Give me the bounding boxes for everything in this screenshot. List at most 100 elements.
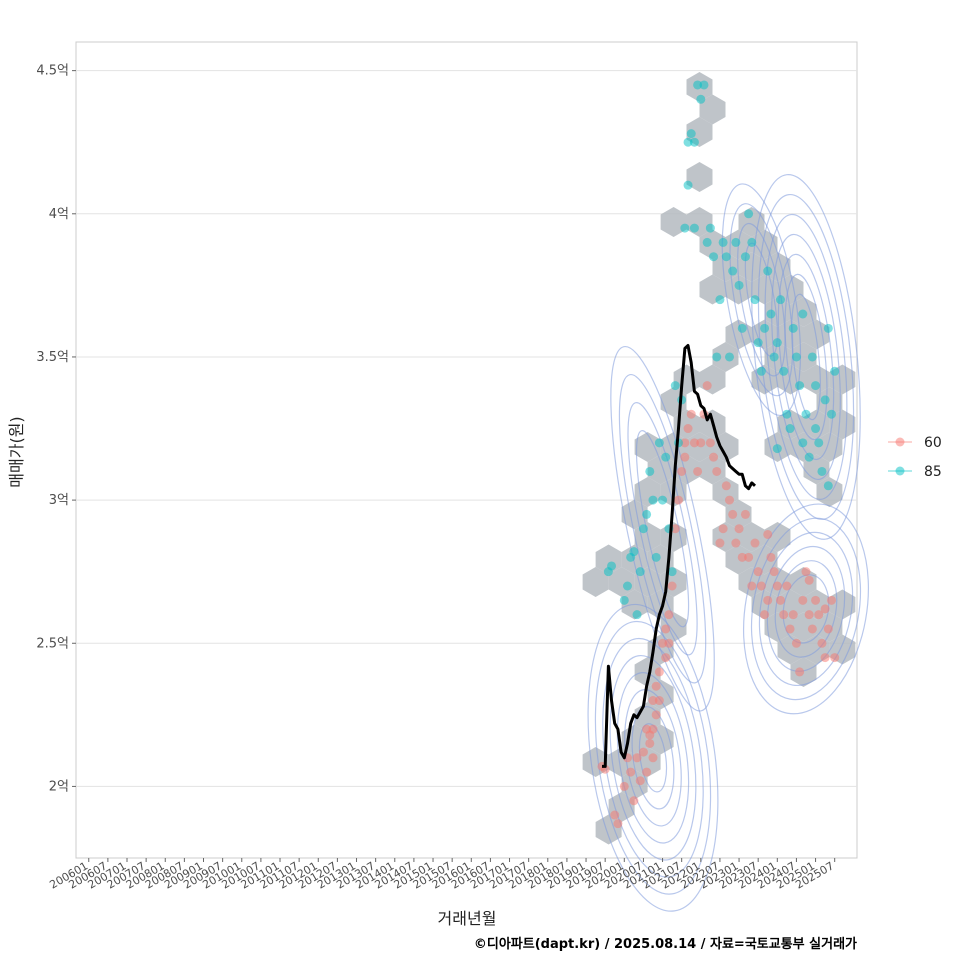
point-85 <box>740 252 750 262</box>
density-contour <box>627 402 698 656</box>
point-85 <box>734 280 744 290</box>
point-85 <box>788 323 798 333</box>
point-85 <box>830 366 840 376</box>
density-contour <box>750 517 862 701</box>
point-85 <box>791 352 801 362</box>
point-60 <box>801 567 811 577</box>
point-85 <box>651 552 661 562</box>
point-60 <box>724 495 734 505</box>
point-60 <box>626 767 636 777</box>
point-85 <box>775 295 785 305</box>
hex-bin <box>751 229 778 260</box>
hex-bin <box>829 409 856 440</box>
point-60 <box>638 747 648 757</box>
point-85 <box>607 561 617 571</box>
point-85 <box>648 495 658 505</box>
point-60 <box>795 667 805 677</box>
point-60 <box>689 438 699 448</box>
point-85 <box>686 129 696 139</box>
point-85 <box>804 452 814 462</box>
point-85 <box>766 309 776 319</box>
point-85 <box>622 581 632 591</box>
legend-key-60 <box>895 437 905 447</box>
point-60 <box>820 653 830 663</box>
point-85 <box>769 352 779 362</box>
point-85 <box>763 266 773 276</box>
point-60 <box>642 767 652 777</box>
hex-bin <box>816 432 843 462</box>
point-85 <box>721 252 731 262</box>
point-85 <box>696 94 706 104</box>
point-85 <box>798 309 808 319</box>
point-85 <box>638 524 648 534</box>
density-contour <box>729 203 794 397</box>
point-85 <box>629 547 639 557</box>
point-60 <box>702 381 712 391</box>
point-60 <box>804 575 814 585</box>
point-60 <box>785 624 795 634</box>
point-60 <box>807 624 817 634</box>
density-contour <box>774 560 838 658</box>
point-85 <box>699 80 709 90</box>
point-60 <box>632 753 642 763</box>
point-60 <box>763 529 773 539</box>
point-85 <box>747 237 757 247</box>
point-60 <box>648 696 658 706</box>
point-60 <box>658 638 668 648</box>
point-85 <box>823 323 833 333</box>
point-85 <box>702 237 712 247</box>
y-tick-label: 2억 <box>49 779 69 794</box>
point-60 <box>772 581 782 591</box>
point-85 <box>658 495 668 505</box>
point-85 <box>642 509 652 519</box>
point-60 <box>731 538 741 548</box>
density-contour <box>758 531 854 687</box>
density-contour <box>609 654 697 861</box>
point-85 <box>683 180 693 190</box>
density-contour <box>610 345 715 712</box>
point-60 <box>635 776 645 786</box>
point-85 <box>728 266 738 276</box>
point-85 <box>817 466 827 476</box>
density-contour <box>784 273 828 441</box>
point-60 <box>629 796 639 806</box>
point-60 <box>664 638 674 648</box>
point-60 <box>610 810 620 820</box>
point-85 <box>811 424 821 434</box>
hex-bin <box>803 454 830 485</box>
hex-bin <box>699 454 726 485</box>
legend-label-60: 60 <box>924 435 942 451</box>
point-85 <box>689 223 699 233</box>
point-60 <box>661 624 671 634</box>
point-60 <box>709 452 719 462</box>
y-tick-label: 3.5억 <box>36 350 69 365</box>
hex-bin <box>647 454 674 485</box>
legend-label-85: 85 <box>924 464 942 480</box>
hex-bin <box>634 657 661 687</box>
hex-bin <box>725 499 752 530</box>
point-60 <box>744 552 754 562</box>
point-60 <box>804 610 814 620</box>
trend-line-group <box>602 344 757 768</box>
hex-bin <box>790 342 817 372</box>
hex-bin <box>621 499 648 530</box>
point-85 <box>760 323 770 333</box>
point-85 <box>709 252 719 262</box>
point-60 <box>775 595 785 605</box>
point-60 <box>811 595 821 605</box>
density-contour <box>757 193 855 520</box>
point-85 <box>811 381 821 391</box>
point-60 <box>705 438 715 448</box>
point-60 <box>648 753 658 763</box>
point-85 <box>712 352 722 362</box>
point-85 <box>737 323 747 333</box>
point-85 <box>670 381 680 391</box>
point-60 <box>651 710 661 720</box>
point-60 <box>680 452 690 462</box>
caption: ©디아파트(dapt.kr) / 2025.08.14 / 자료=국토교통부 실… <box>474 936 857 952</box>
point-60 <box>645 738 655 748</box>
y-axis-title: 매매가(원) <box>7 416 26 487</box>
point-85 <box>632 610 642 620</box>
point-60 <box>820 604 830 614</box>
hex-bin <box>816 387 843 417</box>
